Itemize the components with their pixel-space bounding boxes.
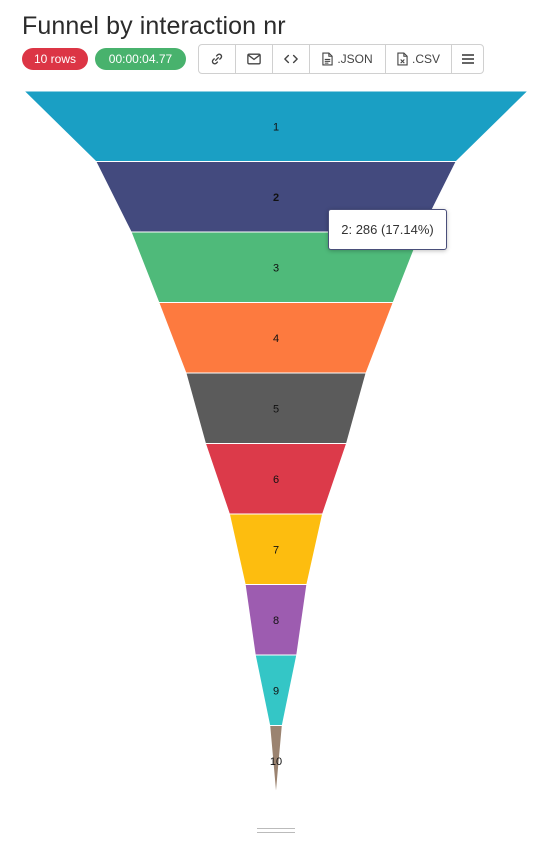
email-button[interactable] [236, 45, 273, 73]
funnel-segment-10[interactable] [269, 725, 283, 797]
funnel-label-2: 2 [273, 192, 279, 204]
funnel-label-10: 10 [270, 756, 282, 768]
funnel-label-8: 8 [273, 615, 279, 627]
funnel-label-5: 5 [273, 403, 279, 415]
resize-handle[interactable] [257, 828, 295, 829]
funnel-label-9: 9 [273, 685, 279, 697]
embed-code-button[interactable] [273, 45, 310, 73]
menu-button[interactable] [452, 45, 483, 73]
funnel-chart: 1 2 3 4 5 6 7 8 9 10 [22, 90, 530, 797]
page-title: Funnel by interaction nr [22, 12, 286, 40]
link-icon [211, 53, 223, 65]
export-json-label: .JSON [337, 52, 373, 66]
hamburger-menu-icon [461, 54, 474, 64]
export-csv-button[interactable]: .CSV [386, 45, 452, 73]
query-time-badge: 00:00:04.77 [95, 48, 186, 70]
funnel-label-1: 1 [273, 121, 279, 133]
chart-tooltip: 2: 286 (17.14%) [328, 209, 447, 250]
file-text-icon [322, 52, 333, 66]
copy-link-button[interactable] [199, 45, 236, 73]
file-csv-icon [397, 52, 408, 66]
mail-icon [247, 53, 261, 65]
export-toolbar: .JSON .CSV [198, 44, 484, 74]
export-csv-label: .CSV [411, 52, 440, 66]
funnel-label-3: 3 [273, 262, 279, 274]
funnel-label-7: 7 [273, 544, 279, 556]
code-icon [284, 54, 298, 64]
export-json-button[interactable]: .JSON [310, 45, 386, 73]
row-count-badge: 10 rows [22, 48, 88, 70]
resize-handle-line [257, 832, 295, 833]
funnel-label-4: 4 [273, 333, 279, 345]
funnel-label-6: 6 [273, 474, 279, 486]
